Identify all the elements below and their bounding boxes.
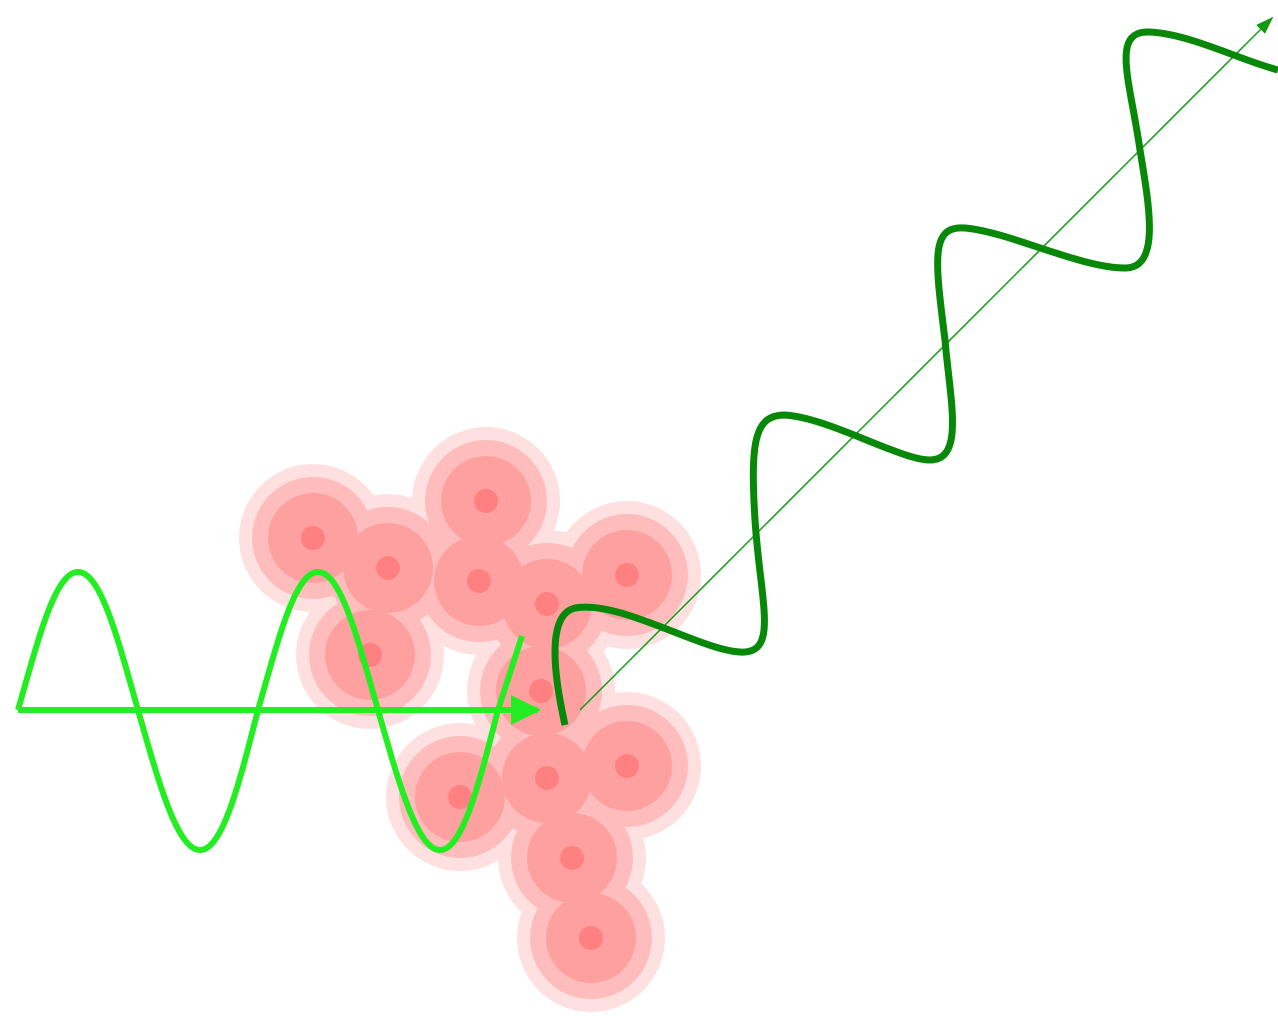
- atom-nucleus: [615, 563, 639, 587]
- atom-nucleus: [560, 846, 584, 870]
- atom-nucleus: [376, 556, 400, 580]
- atom-nucleus: [535, 766, 559, 790]
- incident-wave: [15, 569, 525, 853]
- atom-nuclei: [301, 489, 639, 950]
- atom-nucleus: [579, 926, 603, 950]
- scattered-direction-arrow: [579, 16, 1274, 711]
- atom-nucleus: [615, 754, 639, 778]
- atom-nucleus: [535, 592, 559, 616]
- atom-nucleus: [529, 679, 553, 703]
- atom-nucleus: [474, 489, 498, 513]
- atom-nucleus: [301, 526, 325, 550]
- scattered-wave: [551, 28, 1278, 726]
- atom-nucleus: [467, 569, 491, 593]
- atom-nucleus: [448, 785, 472, 809]
